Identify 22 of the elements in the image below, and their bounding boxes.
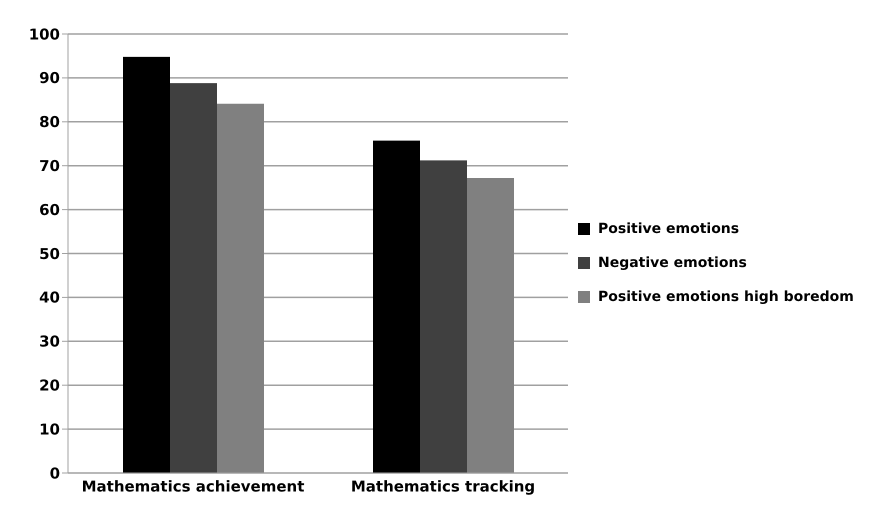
legend-label: Negative emotions [598, 255, 747, 271]
bar [170, 83, 217, 473]
bar [373, 140, 420, 473]
y-tick-label: 10 [39, 420, 60, 438]
y-tick-label: 100 [28, 25, 60, 44]
y-tick-label: 0 [50, 464, 60, 482]
y-tick-label: 90 [39, 69, 60, 88]
bar [467, 178, 514, 473]
y-tick-label: 80 [39, 113, 60, 132]
bar [217, 104, 264, 473]
y-tick-label: 30 [39, 332, 60, 351]
x-tick-label: Mathematics achievement [82, 478, 304, 496]
y-tick-label: 70 [39, 157, 60, 176]
y-tick-label: 20 [39, 376, 60, 395]
legend-label: Positive emotions [598, 221, 740, 237]
y-tick-label: 60 [39, 200, 60, 219]
x-tick-label: Mathematics tracking [350, 478, 536, 496]
legend-label: Positive emotions high boredom [598, 289, 854, 305]
bar [420, 160, 467, 473]
y-tick-label: 40 [39, 288, 60, 307]
y-tick-label: 50 [39, 244, 60, 263]
bar [123, 56, 170, 473]
